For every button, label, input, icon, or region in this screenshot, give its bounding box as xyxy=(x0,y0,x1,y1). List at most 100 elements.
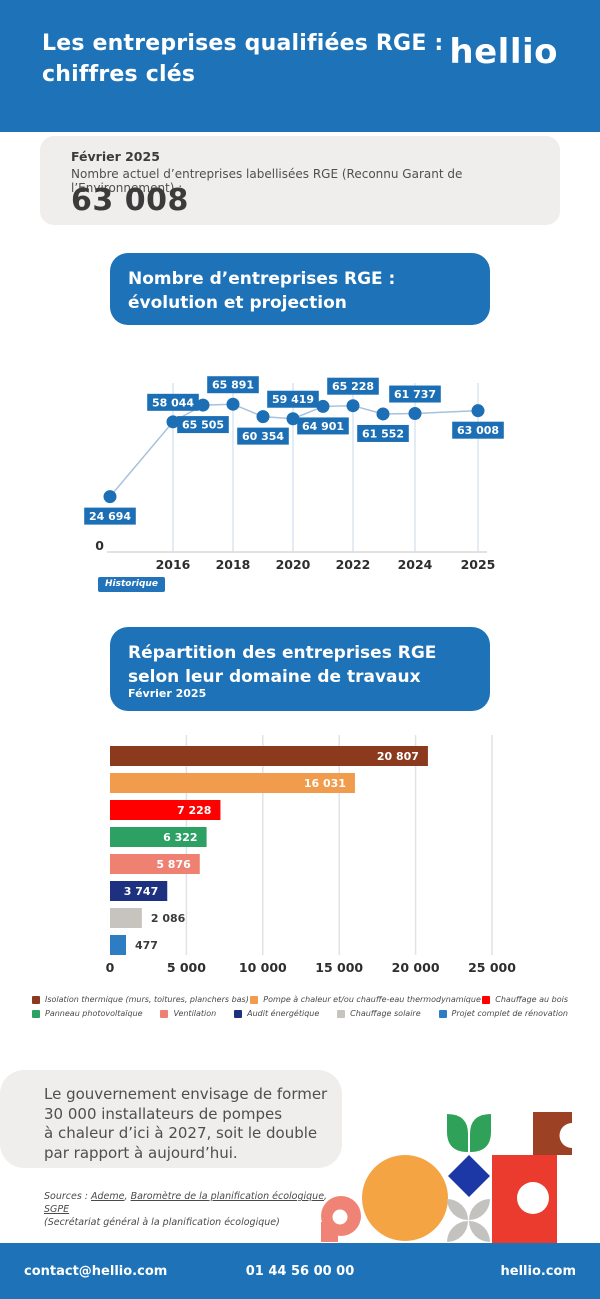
distribution-title-card: Répartition des entreprises RGE selon le… xyxy=(110,627,490,711)
data-point-label: 65 505 xyxy=(182,419,224,432)
decor-gray-leaf xyxy=(469,1221,490,1242)
data-point-label: 58 044 xyxy=(152,396,194,409)
bar-segment xyxy=(110,827,207,847)
bar-segment xyxy=(110,746,428,766)
summary-description: Nombre actuel d’entreprises labellisées … xyxy=(71,167,463,195)
legend-label: Pompe à chaleur et/ou chauffe-eau thermo… xyxy=(263,995,481,1004)
legend-swatch xyxy=(160,1009,169,1018)
source-link-ademe[interactable]: Ademe xyxy=(91,1191,125,1202)
legend-item: Ventilation xyxy=(160,1009,216,1018)
historique-legend-badge: Historique xyxy=(98,577,165,592)
legend-row-2: Panneau photovoltaïque Ventilation Audit é… xyxy=(32,1009,568,1018)
legend-label: Chauffage au bois xyxy=(495,995,568,1004)
page-title: Les entreprises qualifiées RGE : chiffre… xyxy=(42,31,444,87)
bar-x-tick-label: 25 000 xyxy=(468,960,516,975)
line-chart: 0 2016 2018 2020 2022 2024 2025 24 694 58 044 65 … xyxy=(84,376,504,572)
data-point-label: 24 694 xyxy=(89,510,131,523)
data-point xyxy=(196,398,210,412)
footer-website[interactable]: hellio.com xyxy=(500,1263,577,1279)
legend-row-1: Isolation thermique (murs, toitures, pla… xyxy=(32,995,568,1004)
y-origin-label: 0 xyxy=(95,538,104,553)
decor-red-square-hole xyxy=(517,1182,549,1214)
summary-card: Février 2025 Nombre actuel d’entreprises… xyxy=(40,136,560,225)
decor-pin-hole xyxy=(332,1209,348,1225)
legend-item: Pompe à chaleur et/ou chauffe-eau thermo… xyxy=(250,995,481,1004)
data-point-label-box xyxy=(389,385,441,403)
data-point-label-box xyxy=(207,376,259,394)
distribution-subtitle: Février 2025 xyxy=(128,687,207,700)
x-tick-label: 2022 xyxy=(336,557,371,572)
data-point-label-box xyxy=(452,421,504,439)
x-tick-label: 2024 xyxy=(398,557,433,572)
bar-segment xyxy=(110,908,142,928)
legend-swatch xyxy=(32,995,40,1004)
legend-swatch xyxy=(337,1009,346,1018)
x-tick-label: 2025 xyxy=(461,557,496,572)
sources-line: Sources : Ademe, Baromètre de la planifi… xyxy=(44,1190,354,1216)
decor-gray-leaf xyxy=(469,1199,490,1220)
x-tick-label: 2016 xyxy=(156,557,191,572)
sources-prefix: Sources : xyxy=(44,1191,92,1202)
data-point-label: 63 008 xyxy=(457,424,499,437)
footer-bar: contact@hellio.com 01 44 56 00 00 hellio… xyxy=(0,1243,600,1299)
bar-x-tick-label: 20 000 xyxy=(392,960,440,975)
legend-label: Projet complet de rénovation xyxy=(451,1009,569,1018)
decor-building xyxy=(492,1155,557,1243)
bar-value-label: 7 228 xyxy=(177,804,211,817)
evolution-title-card: Nombre d’entreprises RGE : évolution et … xyxy=(110,253,490,325)
legend-item: Chauffage au bois xyxy=(482,995,568,1004)
bar-chart: 0 5 000 10 000 15 000 20 000 25 000 20 807 16 0… xyxy=(106,735,516,975)
distribution-title: Répartition des entreprises RGE selon le… xyxy=(128,643,437,687)
data-point-label: 64 901 xyxy=(302,420,344,433)
data-point-label-box xyxy=(237,427,289,445)
header-banner: Les entreprises qualifiées RGE : chiffre… xyxy=(0,0,600,132)
sources: Sources : Ademe, Baromètre de la planifi… xyxy=(44,1190,354,1229)
bar-x-tick-label: 15 000 xyxy=(315,960,363,975)
bar-value-label: 3 747 xyxy=(124,885,158,898)
source-link-sgpe[interactable]: SGPE xyxy=(44,1204,70,1215)
data-point-label-box xyxy=(357,424,409,442)
bar-value-label: 16 031 xyxy=(304,777,346,790)
data-point-label: 59 419 xyxy=(272,393,314,406)
decor-gray-leaf xyxy=(447,1221,468,1242)
bar-value-label: 2 086 xyxy=(151,912,186,925)
bar-chart-legend: Isolation thermique (murs, toitures, pla… xyxy=(32,995,568,1018)
legend-item: Projet complet de rénovation xyxy=(438,1009,569,1018)
bar-x-tick-label: 0 xyxy=(106,960,115,975)
data-point-label: 60 354 xyxy=(242,430,284,443)
data-point-label-box xyxy=(297,417,349,435)
bar-segment xyxy=(110,773,355,793)
decor-pin xyxy=(321,1196,361,1242)
footer-phone[interactable]: 01 44 56 00 00 xyxy=(245,1263,355,1279)
evolution-title: Nombre d’entreprises RGE : évolution et … xyxy=(128,269,396,313)
data-point-label-box xyxy=(147,393,199,411)
data-point xyxy=(166,415,180,429)
note-text: Le gouvernement envisage de former 30 00… xyxy=(44,1085,328,1162)
data-point-label-box xyxy=(84,507,136,525)
sources-separator: , xyxy=(124,1191,131,1202)
decor-leaf-right xyxy=(470,1114,491,1152)
bar-x-tick-label: 5 000 xyxy=(167,960,206,975)
legend-item: Audit énergétique xyxy=(234,1009,319,1018)
legend-item: Isolation thermique (murs, toitures, pla… xyxy=(32,995,249,1004)
bar-segment xyxy=(110,935,126,955)
decor-sprout-leaves xyxy=(447,1114,491,1152)
legend-label: Ventilation xyxy=(173,1009,217,1018)
data-point xyxy=(103,490,117,504)
bar-x-tick-label: 10 000 xyxy=(239,960,287,975)
data-point-label: 61 552 xyxy=(362,427,404,440)
data-point xyxy=(286,412,300,426)
footer-email[interactable]: contact@hellio.com xyxy=(24,1263,168,1279)
legend-label: Panneau photovoltaïque xyxy=(45,1009,143,1018)
hellio-logo: hellio xyxy=(449,32,558,72)
data-point xyxy=(256,410,270,424)
data-point-label-box xyxy=(177,416,229,434)
summary-value: 63 008 xyxy=(71,183,189,218)
bar-value-label: 20 807 xyxy=(377,750,419,763)
bar-value-label: 477 xyxy=(135,939,158,952)
x-tick-label: 2020 xyxy=(276,557,311,572)
legend-swatch xyxy=(438,1009,447,1018)
decor-diamond xyxy=(448,1155,490,1197)
source-link-barometre[interactable]: Baromètre de la planification écologique xyxy=(130,1191,325,1202)
